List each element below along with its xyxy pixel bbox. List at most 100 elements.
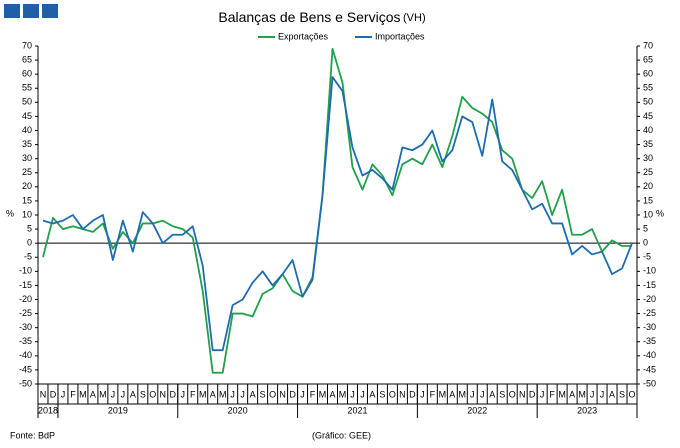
y2-tick-label: 30 bbox=[643, 153, 653, 163]
x-tick-label: M bbox=[219, 389, 227, 399]
x-tick-label: S bbox=[619, 389, 625, 399]
x-tick-label: J bbox=[240, 389, 245, 399]
series-line bbox=[42, 47, 633, 374]
y2-tick-label: 45 bbox=[643, 111, 653, 121]
y-tick-label: 35 bbox=[22, 139, 32, 149]
x-tick-label: M bbox=[459, 389, 467, 399]
year-label: 2018 bbox=[38, 405, 58, 415]
x-tick-label: J bbox=[300, 389, 305, 399]
y-tick-label: -25 bbox=[19, 308, 32, 318]
y-tick-label: 10 bbox=[22, 209, 32, 219]
year-label: 2022 bbox=[467, 405, 487, 415]
x-tick-label: J bbox=[470, 389, 475, 399]
x-tick-label: D bbox=[529, 389, 536, 399]
x-tick-label: A bbox=[130, 389, 136, 399]
x-tick-label: O bbox=[269, 389, 276, 399]
chart-title: Balanças de Bens e Serviços (VH) bbox=[218, 9, 425, 25]
x-tick-label: D bbox=[409, 389, 416, 399]
x-tick-label: F bbox=[310, 389, 316, 399]
year-label: 2023 bbox=[577, 405, 597, 415]
x-tick-label: A bbox=[609, 389, 615, 399]
x-tick-label: J bbox=[480, 389, 485, 399]
x-tick-label: J bbox=[181, 389, 186, 399]
x-tick-label: F bbox=[70, 389, 76, 399]
x-tick-label: N bbox=[279, 389, 286, 399]
y-tick-label: 30 bbox=[22, 153, 32, 163]
x-tick-label: N bbox=[399, 389, 406, 399]
y2-tick-label: 40 bbox=[643, 125, 653, 135]
y-tick-label: -50 bbox=[19, 378, 32, 388]
y2-tick-label: 20 bbox=[643, 181, 653, 191]
x-tick-label: J bbox=[600, 389, 605, 399]
y2-tick-label: 0 bbox=[643, 238, 648, 248]
x-tick-label: J bbox=[121, 389, 126, 399]
x-tick-label: O bbox=[149, 389, 156, 399]
credit: (Gráfico: GEE) bbox=[312, 430, 371, 440]
x-tick-label: A bbox=[449, 389, 455, 399]
year-label: 2020 bbox=[228, 405, 248, 415]
x-tick-label: A bbox=[569, 389, 575, 399]
x-tick-label: F bbox=[430, 389, 436, 399]
y2-axis-label: % bbox=[656, 208, 664, 218]
y2-tick-label: -15 bbox=[643, 280, 656, 290]
x-tick-label: J bbox=[420, 389, 425, 399]
y2-tick-label: -25 bbox=[643, 308, 656, 318]
x-tick-label: N bbox=[519, 389, 526, 399]
x-tick-label: F bbox=[549, 389, 555, 399]
legend-label: Importações bbox=[375, 31, 425, 41]
x-tick-label: M bbox=[339, 389, 347, 399]
y-tick-label: -20 bbox=[19, 294, 32, 304]
y2-tick-label: 35 bbox=[643, 139, 653, 149]
x-tick-label: J bbox=[230, 389, 235, 399]
source: Fonte: BdP bbox=[10, 430, 55, 440]
x-tick-label: O bbox=[629, 389, 636, 399]
y-tick-label: 20 bbox=[22, 181, 32, 191]
x-tick-label: M bbox=[79, 389, 87, 399]
y-tick-label: 65 bbox=[22, 54, 32, 64]
x-tick-label: S bbox=[260, 389, 266, 399]
y-tick-label: 40 bbox=[22, 125, 32, 135]
x-tick-label: M bbox=[199, 389, 207, 399]
x-tick-label: A bbox=[330, 389, 336, 399]
x-tick-label: M bbox=[558, 389, 566, 399]
y-tick-label: -40 bbox=[19, 350, 32, 360]
y2-tick-label: -40 bbox=[643, 350, 656, 360]
x-tick-label: A bbox=[250, 389, 256, 399]
x-tick-label: J bbox=[61, 389, 66, 399]
x-tick-label: A bbox=[90, 389, 96, 399]
y2-tick-label: 70 bbox=[643, 40, 653, 50]
x-tick-label: S bbox=[379, 389, 385, 399]
x-tick-label: N bbox=[40, 389, 47, 399]
y-tick-label: -10 bbox=[19, 266, 32, 276]
x-tick-label: M bbox=[439, 389, 447, 399]
y-axis-label: % bbox=[6, 208, 14, 218]
y-tick-label: 25 bbox=[22, 167, 32, 177]
x-tick-label: M bbox=[319, 389, 327, 399]
year-label: 2019 bbox=[108, 405, 128, 415]
x-tick-label: O bbox=[389, 389, 396, 399]
x-tick-label: J bbox=[350, 389, 355, 399]
x-tick-label: J bbox=[111, 389, 116, 399]
x-tick-label: M bbox=[99, 389, 107, 399]
y2-tick-label: 65 bbox=[643, 54, 653, 64]
series-line bbox=[42, 76, 633, 352]
y-tick-label: 50 bbox=[22, 97, 32, 107]
y-tick-label: -15 bbox=[19, 280, 32, 290]
logo-block bbox=[23, 4, 39, 18]
y2-tick-label: 10 bbox=[643, 209, 653, 219]
y2-tick-label: -35 bbox=[643, 336, 656, 346]
x-tick-label: J bbox=[360, 389, 365, 399]
y-tick-label: -5 bbox=[24, 252, 32, 262]
y-tick-label: -35 bbox=[19, 336, 32, 346]
x-tick-label: F bbox=[190, 389, 196, 399]
y2-tick-label: -45 bbox=[643, 364, 656, 374]
y2-tick-label: 50 bbox=[643, 97, 653, 107]
title-main: Balanças de Bens e Serviços bbox=[218, 9, 400, 25]
y2-tick-label: 55 bbox=[643, 83, 653, 93]
logo-block bbox=[4, 4, 20, 18]
y2-tick-label: 60 bbox=[643, 69, 653, 79]
y-tick-label: -30 bbox=[19, 322, 32, 332]
y-tick-label: -45 bbox=[19, 364, 32, 374]
x-tick-label: S bbox=[140, 389, 146, 399]
